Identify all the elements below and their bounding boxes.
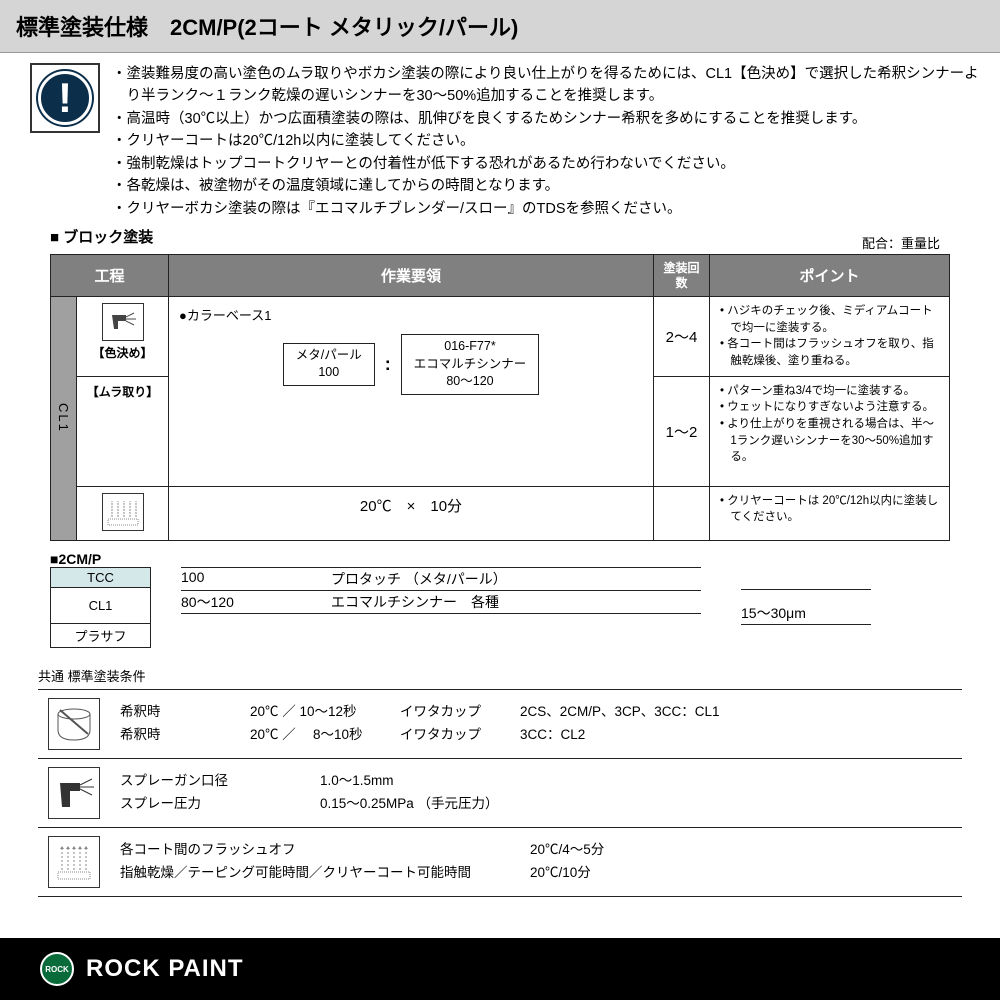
layer-section: 2CM/P TCC CL1 プラサフ 100プロタッチ （メタ/パール） 80～… [50,551,1000,648]
brand-name: ROCK PAINT [86,955,244,983]
note-item: 各乾燥は、被塗物がその温度領域に達してからの時間となります。 [112,175,980,197]
warning-icon: ! [30,63,100,133]
thickness-value: 15～30μm [741,589,871,625]
point-cell: ハジキのチェック後、ミディアムコートで均一に塗装する。 各コート間はフラッシュオ… [710,297,950,377]
mix-box-a: メタ/パール 100 [283,343,375,386]
page-header: 標準塗装仕様 2CM/P(2コート メタリック/パール) [0,0,1000,53]
point-cell: パターン重ね3/4で均一に塗装する。 ウェットになりすぎないよう注意する。 より… [710,376,950,486]
notes-section: ! 塗装難易度の高い塗色のムラ取りやボカシ塗装の際により良い仕上がりを得るために… [0,53,1000,224]
point-cell: クリヤーコートは 20℃/12h以内に塗装してください。 [710,486,950,540]
condition-viscosity: 希釈時20℃ ／ 10～12秒イワタカップ2CS、2CM/P、3CP、3CC：C… [38,689,962,759]
note-item: 高温時（30℃以上）かつ広面積塗装の際は、肌伸びを良くするためシンナー希釈を多め… [112,108,980,130]
drying-icon [48,836,100,888]
note-item: クリヤーボカシ塗装の際は『エコマルチブレンダー/スロー』のTDSを参照ください。 [112,198,980,220]
phase-label: 【ムラ取り】 [79,383,166,400]
drying-icon [102,493,144,531]
condition-spray: スプレーガン口径1.0～1.5mm スプレー圧力0.15～0.25MPa （手元… [38,759,962,828]
footer: ROCK ROCK PAINT [0,938,1000,1000]
layer-tcc: TCC [51,567,151,587]
notes-list: 塗装難易度の高い塗色のムラ取りやボカシ塗装の際により良い仕上がりを得るためには、… [112,63,980,220]
th-process: 工程 [51,255,169,297]
th-work: 作業要領 [169,255,654,297]
conditions-header: 共通 標準塗装条件 [38,666,1000,685]
th-count: 塗装回数 [654,255,710,297]
mix-colon: : [385,354,391,375]
process-table: 工程 作業要領 塗装回数 ポイント CL1 【色決め】 ●カラーベース1 メタ/… [50,254,950,540]
page-title: 標準塗装仕様 2CM/P(2コート メタリック/パール) [16,10,984,42]
cl-label: CL1 [51,297,77,541]
note-item: 塗装難易度の高い塗色のムラ取りやボカシ塗装の際により良い仕上がりを得るためには、… [112,63,980,108]
spray-gun-icon [48,767,100,819]
condition-flashoff: 各コート間のフラッシュオフ20℃/4～5分 指触乾燥／テーピング可能時間／クリヤ… [38,828,962,897]
phase-cell-mura: 【ムラ取り】 [77,376,169,486]
spray-gun-icon [102,303,144,341]
layer-desc: 100プロタッチ （メタ/パール） 80～120エコマルチシンナー 各種 [181,567,701,648]
layer-primer: プラサフ [51,623,151,647]
brand-logo-icon: ROCK [40,952,74,986]
note-item: 強制乾燥はトップコートクリヤーとの付着性が低下する恐れがあるため行わないでくださ… [112,153,980,175]
work-title: ●カラーベース1 [179,305,643,324]
count-cell: 1～2 [654,376,710,486]
phase-label: 【色決め】 [79,344,166,361]
mix-box-b: 016-F77* エコマルチシンナー 80～120 [401,334,540,395]
count-cell: 2～4 [654,297,710,377]
phase-cell-color: 【色決め】 [77,297,169,377]
phase-cell-dry [77,486,169,540]
layer-label: 2CM/P [50,551,1000,567]
note-item: クリヤーコートは20℃/12h以内に塗装してください。 [112,130,980,152]
cup-icon [48,698,100,750]
layer-stack: TCC CL1 プラサフ [50,567,151,648]
layer-cl1: CL1 [51,587,151,623]
work-cell: ●カラーベース1 メタ/パール 100 : 016-F77* エコマルチシンナー… [169,297,654,487]
dry-condition: 20℃ × 10分 [169,486,654,540]
th-point: ポイント [710,255,950,297]
